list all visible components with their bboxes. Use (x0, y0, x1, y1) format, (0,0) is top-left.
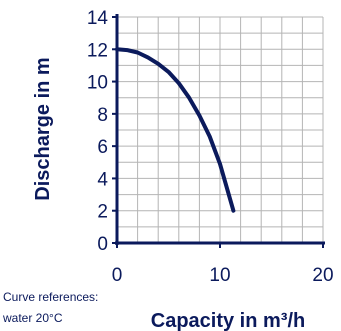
curve-references-value: water 20°C (3, 311, 63, 325)
y-tick-label: 0 (97, 234, 108, 255)
y-tick-label: 6 (97, 137, 108, 158)
y-tick-label: 12 (87, 40, 108, 61)
curve-references-label: Curve references: (3, 290, 99, 304)
y-tick-label: 2 (97, 202, 108, 223)
y-tick-label: 10 (87, 73, 108, 94)
curve-layer (115, 47, 236, 213)
y-tick-label: 4 (97, 169, 108, 190)
tick-labels: 0 2 4 6 8 10 12 14 0 10 20 (87, 8, 334, 286)
x-tick-label: 10 (209, 265, 230, 286)
y-tick-label: 14 (87, 8, 109, 29)
x-tick-label: 0 (112, 265, 123, 286)
y-tick-label: 8 (97, 105, 108, 126)
axes (112, 14, 325, 248)
x-axis-title: Capacity in m³/h (151, 310, 305, 331)
grid (117, 16, 324, 243)
pump-curve-line (115, 47, 236, 213)
y-axis-title: Discharge in m (32, 57, 54, 200)
x-tick-label: 20 (312, 265, 333, 286)
